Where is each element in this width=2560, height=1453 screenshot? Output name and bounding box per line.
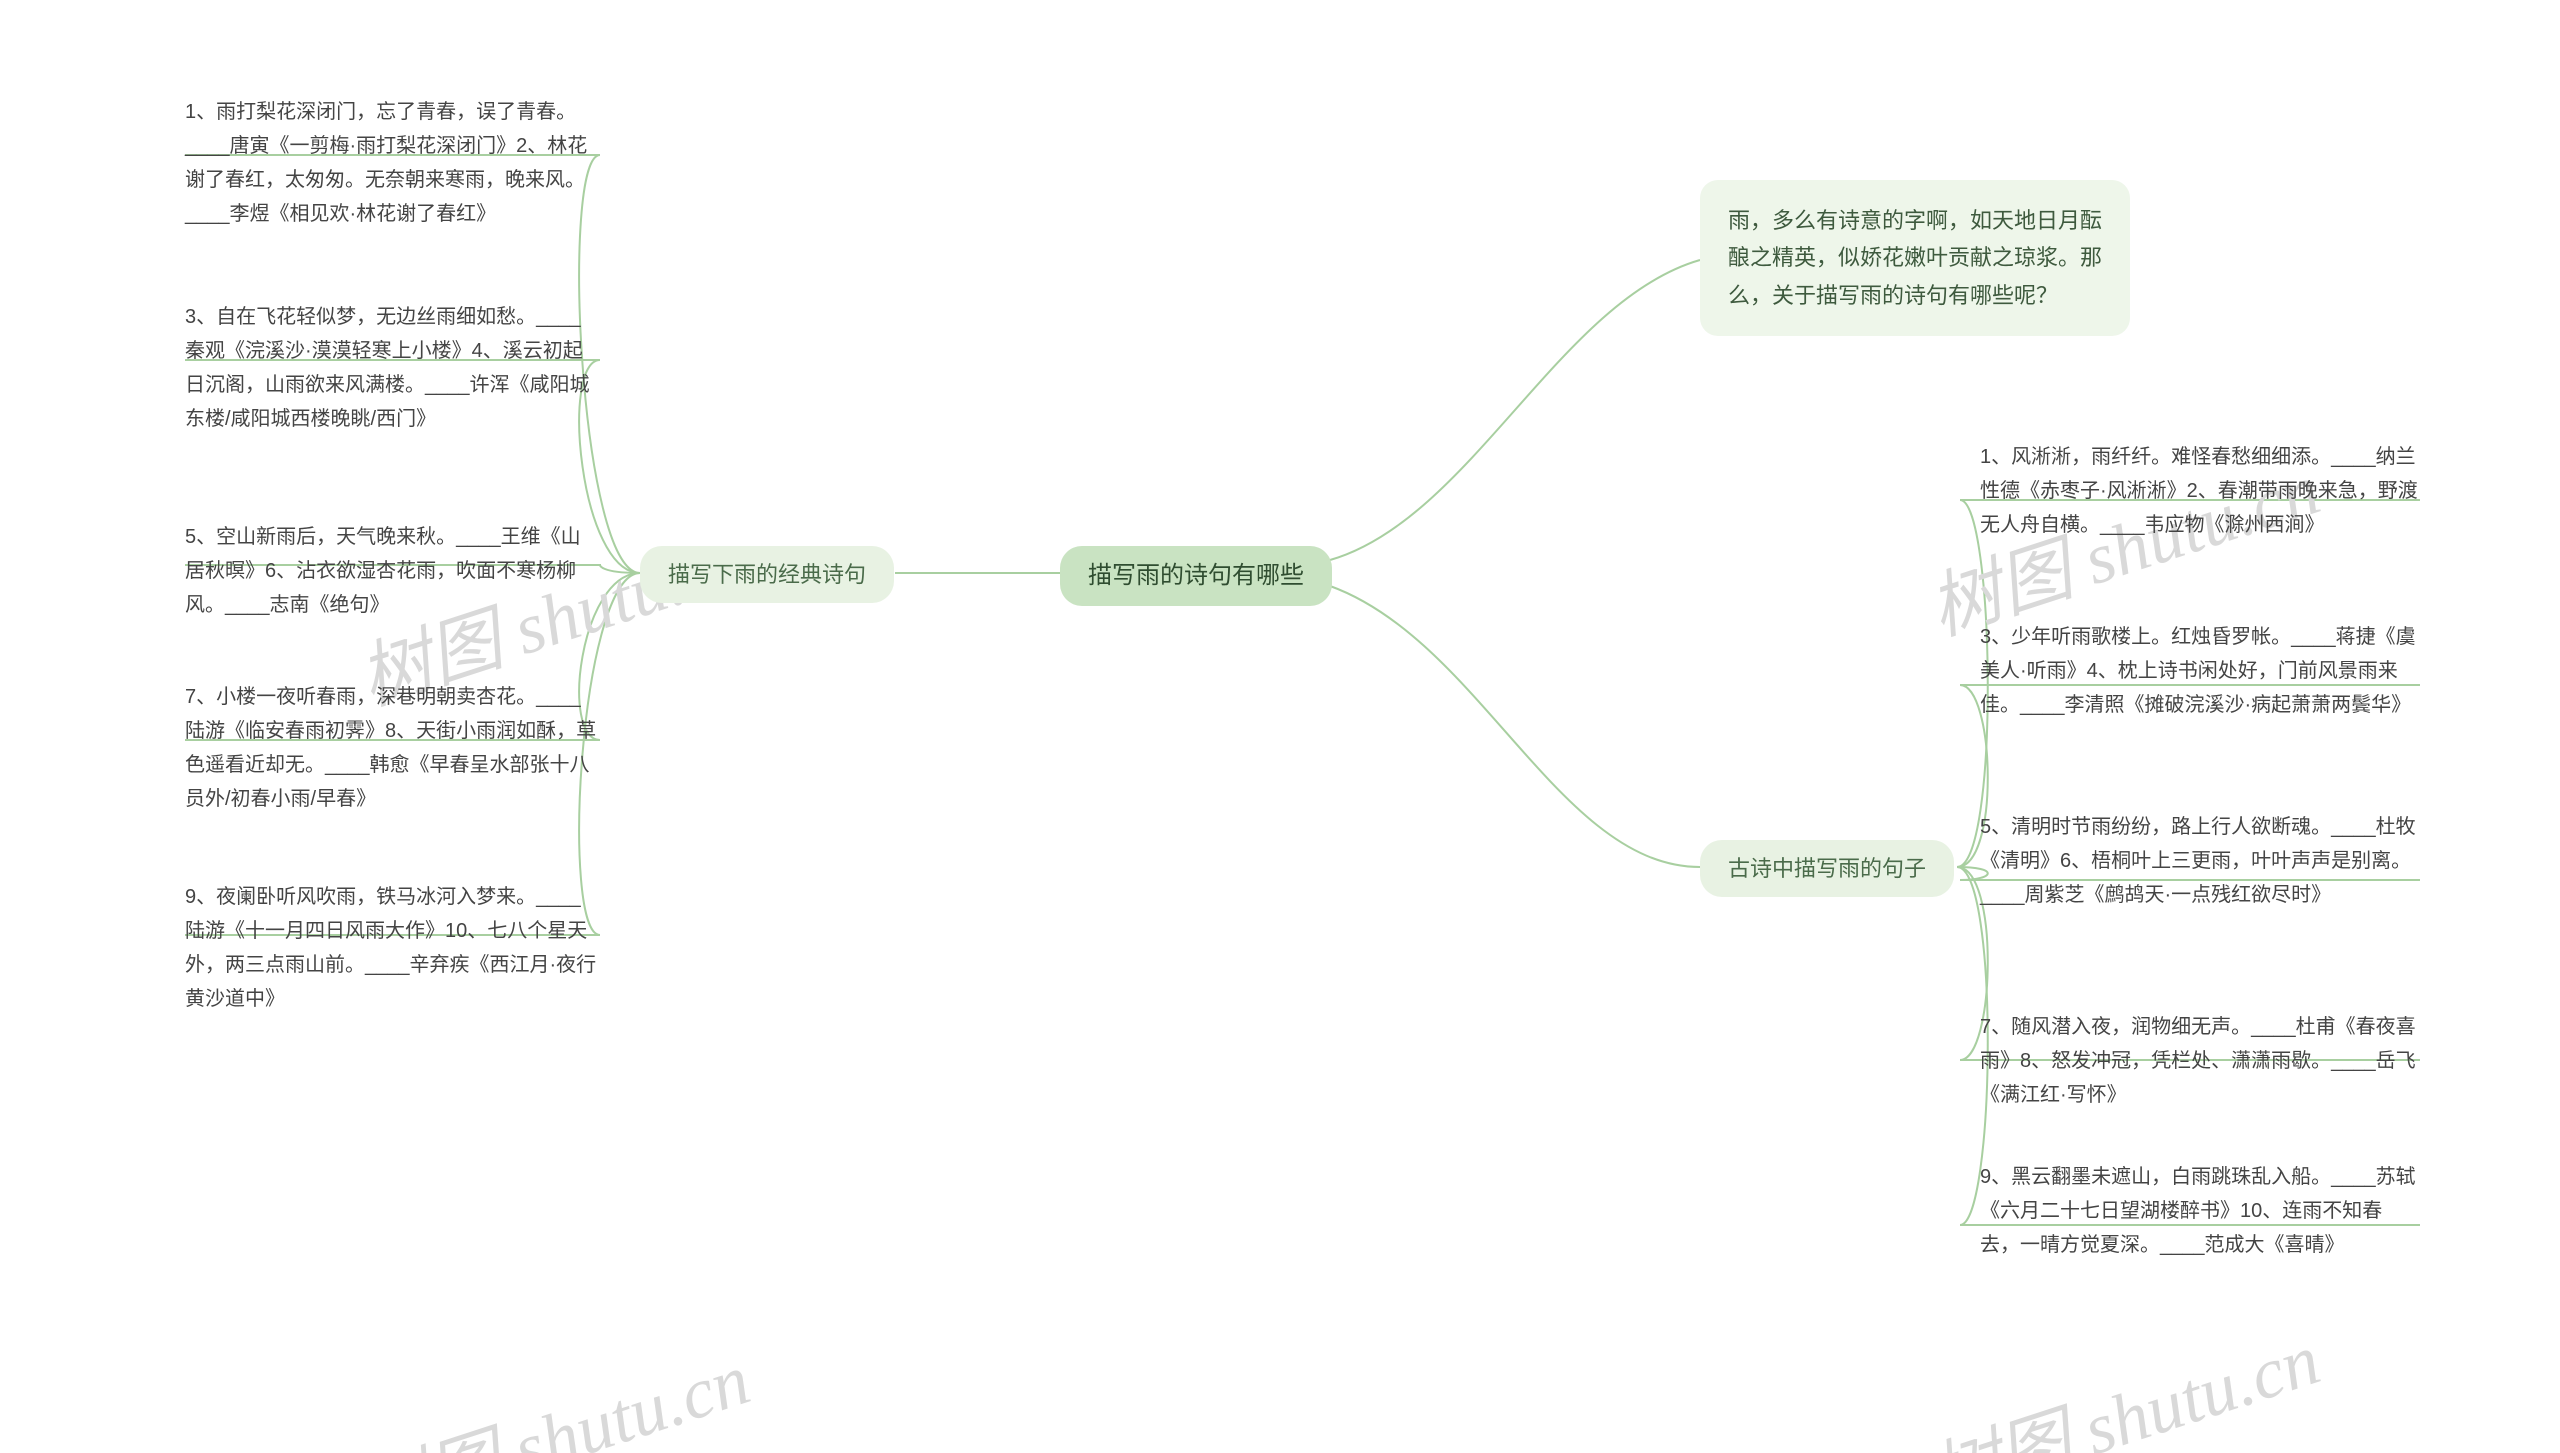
right-leaf[interactable]: 9、黑云翻墨未遮山，白雨跳珠乱入船。____苏轼《六月二十七日望湖楼醉书》10、… bbox=[1980, 1160, 2420, 1262]
right-leaf[interactable]: 7、随风潜入夜，润物细无声。____杜甫《春夜喜雨》8、怒发冲冠，凭栏处、潇潇雨… bbox=[1980, 1010, 2420, 1112]
left-leaf[interactable]: 1、雨打梨花深闭门，忘了青春，误了青春。____唐寅《一剪梅·雨打梨花深闭门》2… bbox=[185, 95, 600, 231]
right-leaf[interactable]: 1、风淅淅，雨纤纤。难怪春愁细细添。____纳兰性德《赤枣子·风淅淅》2、春潮带… bbox=[1980, 440, 2420, 542]
left-leaf[interactable]: 9、夜阑卧听风吹雨，铁马冰河入梦来。____陆游《十一月四日风雨大作》10、七八… bbox=[185, 880, 600, 1016]
right-leaf[interactable]: 5、清明时节雨纷纷，路上行人欲断魂。____杜牧《清明》6、梧桐叶上三更雨，叶叶… bbox=[1980, 810, 2420, 912]
left-branch-node[interactable]: 描写下雨的经典诗句 bbox=[640, 546, 894, 603]
left-leaf[interactable]: 7、小楼一夜听春雨，深巷明朝卖杏花。____陆游《临安春雨初霁》8、天街小雨润如… bbox=[185, 680, 600, 816]
intro-node[interactable]: 雨，多么有诗意的字啊，如天地日月酝酿之精英，似娇花嫩叶贡献之琼浆。那么，关于描写… bbox=[1700, 180, 2130, 336]
right-branch-node[interactable]: 古诗中描写雨的句子 bbox=[1700, 840, 1954, 897]
left-leaf[interactable]: 5、空山新雨后，天气晚来秋。____王维《山居秋暝》6、沾衣欲湿杏花雨，吹面不寒… bbox=[185, 520, 600, 622]
watermark: 树图 shutu.cn bbox=[344, 1320, 761, 1453]
watermark: 树图 shutu.cn bbox=[1914, 1300, 2331, 1453]
left-leaf[interactable]: 3、自在飞花轻似梦，无边丝雨细如愁。____秦观《浣溪沙·漠漠轻寒上小楼》4、溪… bbox=[185, 300, 600, 436]
mindmap-canvas: 树图 shutu.cn 树图 shutu.cn 树图 shutu.cn 树图 s… bbox=[0, 0, 2560, 1453]
root-node[interactable]: 描写雨的诗句有哪些 bbox=[1060, 546, 1332, 606]
right-leaf[interactable]: 3、少年听雨歌楼上。红烛昏罗帐。____蒋捷《虞美人·听雨》4、枕上诗书闲处好，… bbox=[1980, 620, 2420, 722]
